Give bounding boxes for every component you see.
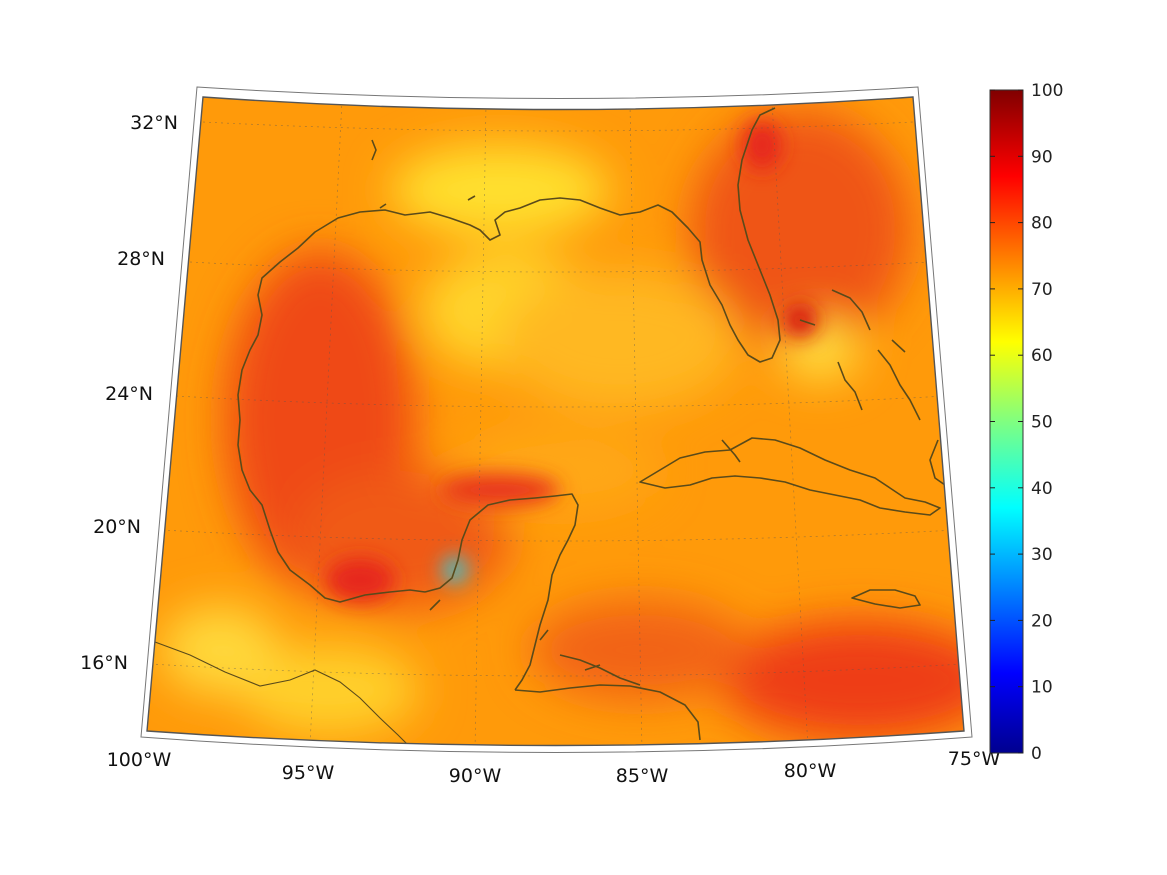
lon-label-85: 85°W: [616, 765, 669, 787]
lat-label-16: 16°N: [80, 652, 128, 674]
pacific-coastline: [154, 641, 416, 746]
colorbar-label: 20: [1031, 611, 1053, 631]
lon-label-80: 80°W: [784, 760, 837, 782]
colorbar-label: 70: [1031, 280, 1053, 300]
hispaniola-coastline: [929, 439, 946, 486]
coastlines: [154, 107, 946, 746]
jamaica-coastline: [851, 589, 921, 609]
map-outer-frame: [140, 86, 973, 753]
lat-label-20: 20°N: [93, 516, 141, 538]
small-islands: [371, 139, 741, 671]
lon-label-75: 75°W: [948, 748, 1001, 770]
honduras-coastline: [559, 654, 641, 686]
colorbar-label: 100: [1031, 81, 1063, 101]
bahamas-coastline: [799, 289, 921, 421]
lon-label-95: 95°W: [282, 762, 335, 784]
central-america-coastline: [514, 684, 701, 741]
longitude-labels: 100°W 95°W 90°W 85°W 80°W 75°W: [107, 748, 1001, 787]
colorbar-label: 30: [1031, 545, 1053, 565]
lon-label-100: 100°W: [107, 749, 172, 771]
colorbar-label: 80: [1031, 214, 1053, 234]
cuba-coastline: [639, 437, 941, 516]
colorbar-label: 50: [1031, 413, 1053, 433]
gulf-coastline: [237, 107, 781, 603]
colorbar-label: 40: [1031, 479, 1053, 499]
latitude-labels: 32°N 28°N 24°N 20°N 16°N: [80, 112, 178, 674]
map-frame: [146, 96, 965, 747]
colorbar-label: 10: [1031, 678, 1053, 698]
colorbar-label: 0: [1031, 744, 1042, 764]
lat-label-24: 24°N: [105, 383, 153, 405]
graticule: [149, 99, 964, 746]
colorbar-label: 90: [1031, 147, 1053, 167]
colorbar-label: 60: [1031, 346, 1053, 366]
lat-label-28: 28°N: [117, 248, 165, 270]
lat-label-32: 32°N: [130, 112, 178, 134]
lon-label-90: 90°W: [449, 765, 502, 787]
colorbar-gradient: [989, 89, 1024, 754]
data-field: [147, 97, 964, 746]
yucatan-coastline: [424, 493, 579, 691]
